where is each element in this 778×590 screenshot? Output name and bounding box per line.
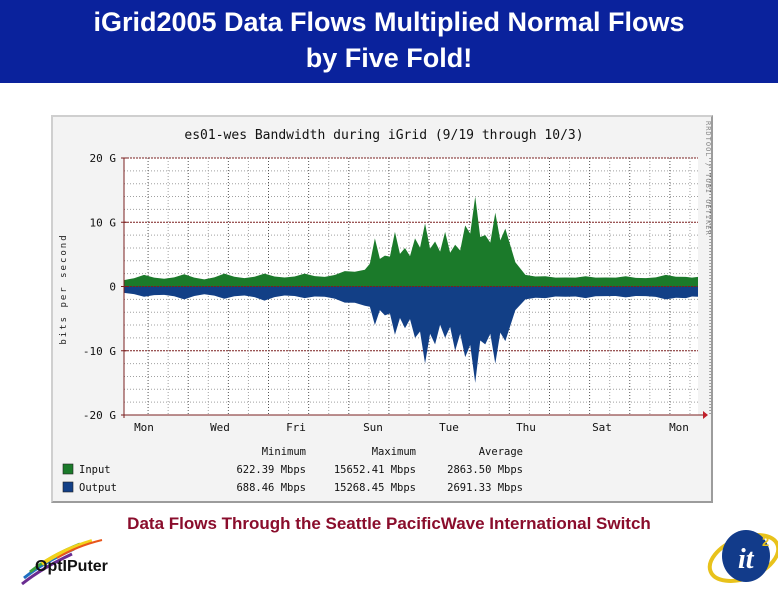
- legend-value: 688.46 Mbps: [236, 482, 306, 494]
- legend-swatch-output-icon: [62, 481, 74, 493]
- x-tick-label: Mon: [134, 421, 154, 434]
- x-tick-label: Tue: [439, 421, 459, 434]
- legend-value: 2863.50 Mbps: [447, 464, 523, 476]
- optiputer-swoosh-purple-icon: [21, 552, 73, 586]
- legend-header-maximum: Maximum: [372, 446, 416, 458]
- legend-label-input: Input: [79, 464, 111, 476]
- x-tick-label: Fri: [286, 421, 306, 434]
- legend-value: 622.39 Mbps: [236, 464, 306, 476]
- y-tick-label: 0: [109, 281, 116, 294]
- rrdtool-watermark: RRDTOOL / TOBI OETIKER: [704, 121, 712, 236]
- legend-value: 2691.33 Mbps: [447, 482, 523, 494]
- bandwidth-chart: es01-wes Bandwidth during iGrid (9/19 th…: [59, 121, 712, 494]
- x-tick-label: Sat: [592, 421, 612, 434]
- it2-logo-text: it: [738, 544, 755, 575]
- y-tick-label: -10 G: [83, 345, 116, 358]
- x-axis-arrow-icon: [703, 411, 708, 419]
- plot-area: 20 G 10 G 0 -10 G -20 G Mon Wed Fri Sun Tue Thu Sat…: [83, 152, 711, 434]
- legend-swatch-input-icon: [62, 463, 74, 475]
- optiputer-swoosh-orange-icon: [56, 539, 103, 559]
- chart-title: es01-wes Bandwidth during iGrid (9/19 th…: [184, 128, 583, 143]
- it2-oval-icon: [722, 530, 770, 582]
- legend-header-minimum: Minimum: [262, 446, 306, 458]
- slide-title-line-1: iGrid2005 Data Flows Multiplied Normal F…: [93, 7, 685, 37]
- y-tick-label: 10 G: [90, 216, 117, 229]
- legend-value: 15652.41 Mbps: [334, 464, 416, 476]
- it2-logo: it 2: [707, 530, 778, 583]
- y-axis-label: bits per second: [59, 233, 69, 344]
- it2-superscript: 2: [762, 534, 769, 549]
- optiputer-swoosh-yellow-icon: [40, 539, 93, 566]
- x-tick-label: Thu: [516, 421, 536, 434]
- input-area: [124, 196, 698, 287]
- legend-value: 15268.45 Mbps: [334, 482, 416, 494]
- x-tick-label: Wed: [210, 421, 230, 434]
- optiputer-logo-text: OptIPuter: [35, 558, 108, 575]
- x-tick-label: Sun: [363, 421, 383, 434]
- slide-caption: Data Flows Through the Seattle PacificWa…: [127, 514, 651, 533]
- slide-title-banner: iGrid2005 Data Flows Multiplied Normal F…: [0, 0, 778, 83]
- output-area: [124, 286, 698, 383]
- bandwidth-chart-panel: es01-wes Bandwidth during iGrid (9/19 th…: [51, 115, 713, 503]
- legend-header-average: Average: [479, 446, 523, 458]
- y-tick-label: 20 G: [90, 152, 117, 165]
- x-tick-label: Mon: [669, 421, 689, 434]
- slide-title-line-2: by Five Fold!: [305, 43, 473, 73]
- legend-label-output: Output: [79, 482, 117, 494]
- y-tick-label: -20 G: [83, 409, 116, 422]
- optiputer-logo: OptIPuter: [21, 539, 108, 586]
- chart-legend: Minimum Maximum Average Input 622.39 Mbps 156…: [62, 446, 523, 494]
